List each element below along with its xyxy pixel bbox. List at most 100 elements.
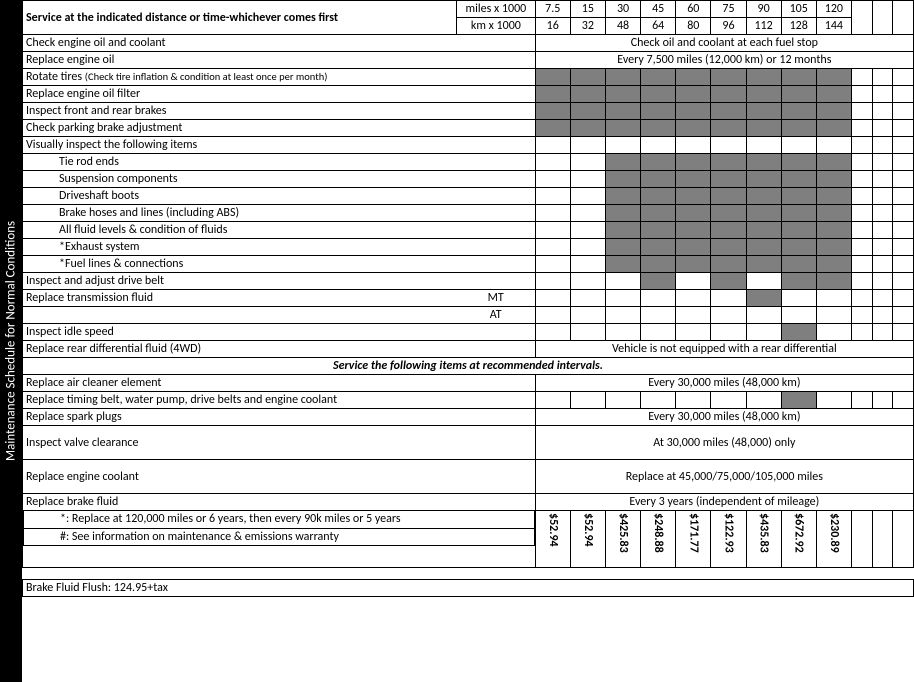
interval-cell	[676, 290, 711, 307]
interval-cell	[676, 239, 711, 256]
cost-0: $52.94	[535, 511, 570, 568]
service-suffix: MT	[457, 290, 536, 307]
interval-cell	[816, 222, 851, 239]
interval-cell	[816, 154, 851, 171]
service-row: Rotate tires (Check tire inflation & con…	[23, 69, 914, 86]
interval-cell	[570, 273, 605, 290]
service-label: Inspect valve clearance	[23, 426, 536, 460]
schedule-table: Service at the indicated distance or tim…	[22, 0, 914, 597]
interval-cell	[641, 273, 676, 290]
note-1: #: See information on maintenance & emis…	[24, 528, 535, 545]
interval-cell	[781, 290, 816, 307]
interval-cell	[781, 273, 816, 290]
service-row: Brake hoses and lines (including ABS)	[23, 205, 914, 222]
interval-cell	[781, 256, 816, 273]
interval-cell	[676, 273, 711, 290]
interval-cell	[676, 205, 711, 222]
interval-cell	[781, 205, 816, 222]
service-label	[23, 307, 457, 324]
service-label: Replace air cleaner element	[23, 375, 536, 392]
miles-4: 60	[676, 1, 711, 18]
interval-cell	[641, 290, 676, 307]
miles-5: 75	[711, 1, 746, 18]
interval-cell	[676, 103, 711, 120]
note-0: *: Replace at 120,000 miles or 6 years, …	[24, 511, 535, 528]
service-row: Replace rear differential fluid (4WD)Veh…	[23, 341, 914, 358]
service-row: Visually inspect the following items	[23, 137, 914, 154]
service-row: Inspect front and rear brakes	[23, 103, 914, 120]
interval-cell	[781, 392, 816, 409]
cost-4: $171.77	[676, 511, 711, 568]
cost-6: $435.83	[746, 511, 781, 568]
interval-cell	[641, 154, 676, 171]
interval-cell	[570, 86, 605, 103]
service-row: Tie rod ends	[23, 154, 914, 171]
interval-cell	[746, 69, 781, 86]
interval-cell	[605, 154, 640, 171]
service-label: Replace timing belt, water pump, drive b…	[23, 392, 536, 409]
interval-cell	[746, 273, 781, 290]
interval-cell	[746, 239, 781, 256]
interval-cell	[711, 86, 746, 103]
interval-cell	[570, 239, 605, 256]
interval-cell	[711, 392, 746, 409]
interval-cell	[570, 171, 605, 188]
interval-row: Replace brake fluidEvery 3 years (indepe…	[23, 494, 914, 511]
interval-row: Replace air cleaner elementEvery 30,000 …	[23, 375, 914, 392]
cost-8: $230.89	[816, 511, 851, 568]
miles-3: 45	[641, 1, 676, 18]
interval-cell	[746, 205, 781, 222]
service-label: Inspect front and rear brakes	[23, 103, 536, 120]
sidebar-title: Maintenance Schedule for Normal Conditio…	[0, 0, 22, 682]
service-text: Replace at 45,000/75,000/105,000 miles	[535, 460, 913, 494]
interval-cell	[746, 120, 781, 137]
interval-cell	[535, 86, 570, 103]
interval-cell	[605, 392, 640, 409]
service-label: All fluid levels & condition of fluids	[23, 222, 536, 239]
service-row: AT	[23, 307, 914, 324]
service-label: Replace engine oil filter	[23, 86, 536, 103]
main: Service at the indicated distance or tim…	[22, 0, 914, 682]
service-text: Every 3 years (independent of mileage)	[535, 494, 913, 511]
interval-row: Replace spark plugsEvery 30,000 miles (4…	[23, 409, 914, 426]
interval-cell	[605, 307, 640, 324]
service-label: Suspension components	[23, 171, 536, 188]
service-text: Every 30,000 miles (48,000 km)	[535, 375, 913, 392]
service-label: Check parking brake adjustment	[23, 120, 536, 137]
service-row: Inspect and adjust drive belt	[23, 273, 914, 290]
interval-cell	[781, 86, 816, 103]
interval-cell	[570, 103, 605, 120]
interval-cell	[746, 86, 781, 103]
service-label: Inspect idle speed	[23, 324, 536, 341]
service-row: Driveshaft boots	[23, 188, 914, 205]
interval-cell	[605, 188, 640, 205]
service-label: Replace engine oil	[23, 52, 536, 69]
interval-cell	[570, 205, 605, 222]
miles-2: 30	[605, 1, 640, 18]
interval-cell	[711, 188, 746, 205]
service-label: *Fuel lines & connections	[23, 256, 536, 273]
interval-cell	[746, 137, 781, 154]
service-row: Check engine oil and coolantCheck oil an…	[23, 35, 914, 52]
interval-cell	[781, 137, 816, 154]
interval-cell	[641, 188, 676, 205]
interval-cell	[641, 392, 676, 409]
interval-cell	[605, 171, 640, 188]
interval-cell	[676, 154, 711, 171]
interval-cell	[816, 324, 851, 341]
interval-cell	[605, 103, 640, 120]
interval-cell	[535, 290, 570, 307]
interval-cell	[676, 69, 711, 86]
interval-cell	[711, 324, 746, 341]
interval-cell	[711, 239, 746, 256]
service-text: At 30,000 miles (48,000) only	[535, 426, 913, 460]
interval-cell	[781, 154, 816, 171]
interval-cell	[711, 69, 746, 86]
service-row: Check parking brake adjustment	[23, 120, 914, 137]
interval-cell	[816, 205, 851, 222]
interval-cell	[711, 256, 746, 273]
service-label: Visually inspect the following items	[23, 137, 536, 154]
interval-cell	[816, 188, 851, 205]
cost-1: $52.94	[570, 511, 605, 568]
interval-cell	[816, 290, 851, 307]
